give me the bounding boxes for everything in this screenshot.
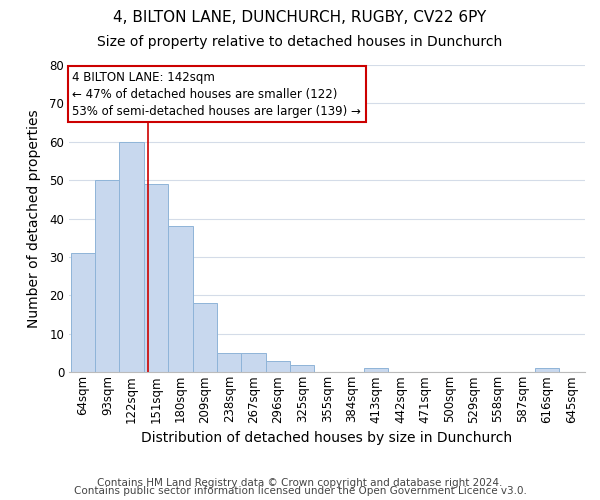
Bar xyxy=(266,360,290,372)
Bar xyxy=(71,253,95,372)
Text: Contains public sector information licensed under the Open Government Licence v3: Contains public sector information licen… xyxy=(74,486,526,496)
Bar xyxy=(95,180,119,372)
X-axis label: Distribution of detached houses by size in Dunchurch: Distribution of detached houses by size … xyxy=(142,431,512,445)
Bar xyxy=(144,184,168,372)
Bar xyxy=(193,303,217,372)
Text: 4, BILTON LANE, DUNCHURCH, RUGBY, CV22 6PY: 4, BILTON LANE, DUNCHURCH, RUGBY, CV22 6… xyxy=(113,10,487,25)
Text: 4 BILTON LANE: 142sqm
← 47% of detached houses are smaller (122)
53% of semi-det: 4 BILTON LANE: 142sqm ← 47% of detached … xyxy=(73,71,361,118)
Text: Size of property relative to detached houses in Dunchurch: Size of property relative to detached ho… xyxy=(97,35,503,49)
Bar xyxy=(364,368,388,372)
Y-axis label: Number of detached properties: Number of detached properties xyxy=(27,110,41,328)
Bar xyxy=(168,226,193,372)
Bar xyxy=(241,353,266,372)
Bar xyxy=(535,368,559,372)
Bar xyxy=(217,353,241,372)
Bar xyxy=(290,364,314,372)
Bar xyxy=(119,142,144,372)
Text: Contains HM Land Registry data © Crown copyright and database right 2024.: Contains HM Land Registry data © Crown c… xyxy=(97,478,503,488)
